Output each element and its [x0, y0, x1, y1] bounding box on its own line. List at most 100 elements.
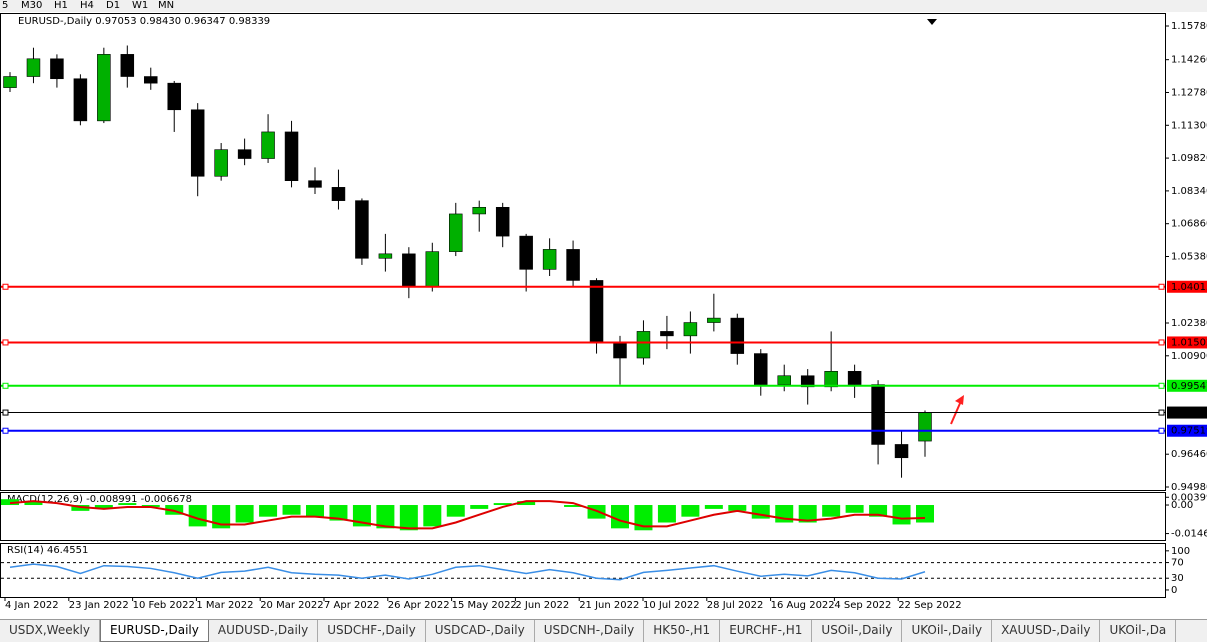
candle-body — [683, 322, 698, 337]
y-tick-label: 1.05380 — [1171, 251, 1207, 262]
candle-body — [144, 76, 158, 84]
chart-tab[interactable]: XAUUSD-,Daily — [992, 620, 1101, 642]
level-label: 0.98339 — [1171, 408, 1207, 419]
candle-body — [449, 213, 463, 252]
level-handle — [2, 382, 9, 389]
candle-body — [237, 149, 252, 159]
y-tick-label: 0.00399 — [1171, 492, 1207, 503]
level-handle — [1158, 409, 1165, 416]
y-tick-label: 30 — [1171, 573, 1184, 584]
level-label-bg — [1167, 280, 1207, 293]
candle-body — [613, 342, 627, 359]
y-tick-label: -0.01469 — [1171, 529, 1207, 540]
level-handle — [1158, 427, 1165, 434]
level-label-bg — [1167, 406, 1207, 419]
y-tick-label: 1.11300 — [1171, 120, 1207, 131]
level-label-bg — [1167, 424, 1207, 437]
level-handle — [2, 283, 9, 290]
x-tick-label: 21 Jun 2022 — [579, 600, 639, 611]
candle-body — [73, 78, 88, 122]
x-tick-label: 10 Jul 2022 — [643, 600, 700, 611]
candle-body — [3, 76, 17, 88]
candle-body — [824, 371, 838, 388]
candle-body — [167, 82, 181, 111]
candle-body — [214, 149, 228, 177]
arrow — [950, 395, 964, 425]
timeframe-button[interactable]: W1 — [132, 0, 148, 11]
level-label-bg — [1167, 336, 1207, 349]
x-tick-label: 7 Apr 2022 — [324, 600, 379, 611]
macd-bar — [493, 503, 512, 506]
macd-bar — [845, 505, 864, 513]
macd-bar — [634, 505, 653, 531]
x-tick-label: 28 Jul 2022 — [707, 600, 764, 611]
x-tick-label: 23 Jan 2022 — [69, 600, 129, 611]
candle-body — [50, 58, 64, 80]
macd-bar — [306, 505, 324, 517]
macd-bar — [259, 505, 278, 517]
chart-tab[interactable]: USDX,Weekly — [0, 620, 100, 642]
toolbar-bg — [0, 0, 1207, 12]
timeframe-button[interactable]: M30 — [21, 0, 42, 11]
macd-bar — [892, 505, 911, 525]
chart-tab[interactable]: HK50-,H1 — [644, 620, 721, 642]
candle-body — [190, 109, 205, 177]
candle-body — [120, 54, 135, 77]
chart-tab[interactable]: UKOil-,Daily — [902, 620, 993, 642]
timeframe-button[interactable]: MN — [158, 0, 174, 11]
macd-bar — [822, 505, 841, 517]
candle-body — [308, 180, 322, 188]
candle-body — [800, 375, 815, 388]
chart-tab[interactable]: USDCHF-,Daily — [318, 620, 426, 642]
macd-bar — [798, 505, 817, 523]
chart-tab[interactable]: USDCNH-,Daily — [535, 620, 645, 642]
timeframe-button[interactable]: H1 — [54, 0, 68, 11]
macd-bar — [470, 505, 489, 509]
candle-body — [355, 200, 369, 259]
chart-tab[interactable]: USDCAD-,Daily — [426, 620, 535, 642]
candle-body — [754, 353, 768, 385]
macd-bar — [376, 505, 395, 529]
candle-body — [542, 249, 557, 270]
chart-title: MACD(12,26,9) -0.008991 -0.006678 — [7, 494, 192, 505]
y-tick-label: 1.08340 — [1171, 186, 1207, 197]
macd-bar — [657, 505, 676, 523]
candle-body — [894, 444, 909, 459]
level-handle — [2, 409, 9, 416]
rsi-frame — [0, 543, 1166, 598]
y-tick-label: 1.12780 — [1171, 87, 1207, 98]
macd-bar — [24, 501, 43, 506]
macd-bar — [329, 505, 348, 521]
macd-bar — [704, 505, 723, 509]
macd-bar — [681, 505, 700, 517]
level-handle — [1158, 283, 1165, 290]
candle-body — [707, 317, 721, 323]
chart-tab[interactable]: EURCHF-,H1 — [720, 620, 813, 642]
level-handle — [2, 427, 9, 434]
level-handle — [1158, 382, 1165, 389]
macd-bar — [399, 505, 418, 531]
x-tick-label: 2 Jun 2022 — [515, 600, 569, 611]
x-tick-label: 4 Sep 2022 — [834, 600, 891, 611]
level-handle — [1158, 339, 1165, 346]
timeframe-button[interactable]: 5 — [2, 0, 8, 11]
macd-bar — [118, 503, 137, 506]
timeframe-button[interactable]: H4 — [80, 0, 94, 11]
candle-body — [402, 253, 416, 288]
chart-tab[interactable]: EURUSD-,Daily — [100, 620, 209, 642]
chart-tab[interactable]: USOil-,Daily — [812, 620, 903, 642]
macd-bar — [446, 505, 465, 517]
timeframe-button[interactable]: D1 — [106, 0, 120, 11]
macd-bar — [282, 505, 301, 515]
signal-line — [9, 500, 926, 530]
macd-bar — [869, 505, 888, 517]
candle-body — [847, 371, 862, 385]
candle-body — [636, 331, 651, 359]
x-tick-label: 26 Apr 2022 — [388, 600, 450, 611]
chart-tab[interactable]: AUDUSD-,Daily — [209, 620, 319, 642]
macd-bar — [517, 501, 536, 506]
candle-body — [97, 54, 111, 122]
level-handle — [2, 339, 9, 346]
chart-tab[interactable]: UKOil-,Da — [1100, 620, 1177, 642]
